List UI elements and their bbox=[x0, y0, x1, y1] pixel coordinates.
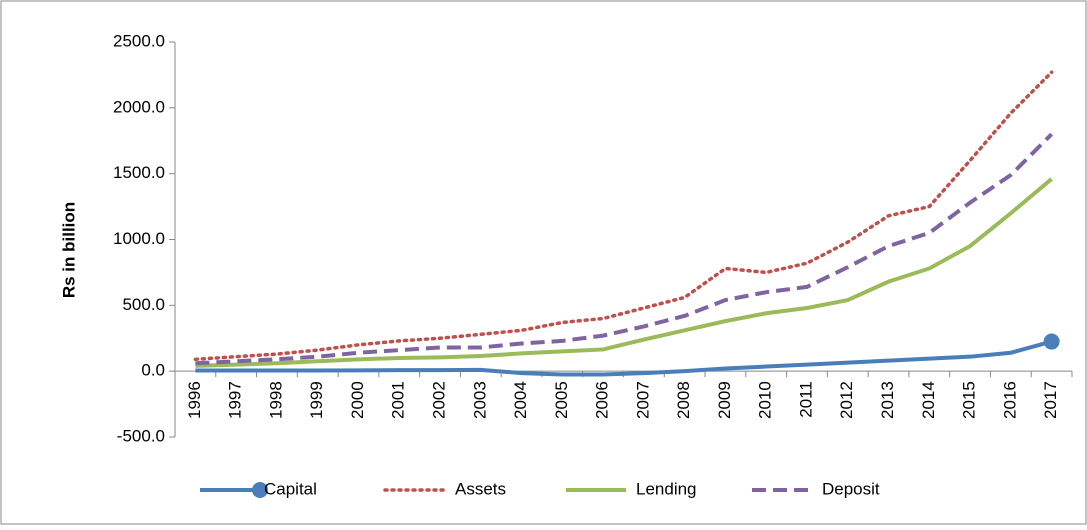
y-tick-label: 1500.0 bbox=[113, 163, 165, 182]
y-tick-label: 2000.0 bbox=[113, 97, 165, 116]
x-tick-label: 2003 bbox=[470, 381, 489, 419]
legend-label: Assets bbox=[455, 479, 506, 498]
y-axis-label: Rs in billion bbox=[59, 202, 78, 298]
y-tick-label: -500.0 bbox=[117, 426, 165, 445]
legend-label: Capital bbox=[264, 479, 317, 498]
x-tick-label: 2007 bbox=[633, 381, 652, 419]
x-tick-label: 2017 bbox=[1041, 381, 1060, 419]
x-tick-label: 2014 bbox=[919, 381, 938, 419]
x-tick-label: 2011 bbox=[796, 381, 815, 418]
y-tick-label: 0.0 bbox=[141, 361, 165, 380]
end-marker bbox=[1043, 333, 1060, 350]
legend-marker bbox=[252, 482, 268, 498]
y-tick-label: 2500.0 bbox=[113, 31, 165, 50]
legend-label: Lending bbox=[636, 479, 697, 498]
x-tick-label: 2006 bbox=[593, 381, 612, 419]
x-tick-label: 2008 bbox=[674, 381, 693, 419]
series-line bbox=[193, 70, 1054, 362]
x-tick-label: 2002 bbox=[430, 381, 449, 419]
series-line bbox=[195, 177, 1053, 368]
series-line bbox=[195, 339, 1053, 377]
x-tick-label: 2004 bbox=[511, 381, 530, 419]
x-tick-label: 2012 bbox=[837, 381, 856, 419]
x-tick-label: 2013 bbox=[878, 381, 897, 419]
x-tick-label: 2001 bbox=[389, 381, 408, 419]
x-tick-label: 2009 bbox=[715, 381, 734, 419]
x-tick-label: 2005 bbox=[552, 381, 571, 419]
x-tick-label: 1996 bbox=[185, 381, 204, 419]
legend-label: Deposit bbox=[822, 479, 880, 498]
y-tick-label: 1000.0 bbox=[113, 229, 165, 248]
x-tick-label: 2000 bbox=[348, 381, 367, 419]
y-tick-label: 500.0 bbox=[122, 295, 165, 314]
x-tick-label: 2016 bbox=[1000, 381, 1019, 419]
x-tick-label: 1999 bbox=[307, 381, 326, 419]
x-tick-label: 2015 bbox=[960, 381, 979, 419]
x-tick-label: 1997 bbox=[226, 381, 245, 419]
series-line bbox=[195, 132, 1054, 366]
x-tick-label: 2010 bbox=[756, 381, 775, 419]
x-tick-label: 1998 bbox=[266, 381, 285, 419]
